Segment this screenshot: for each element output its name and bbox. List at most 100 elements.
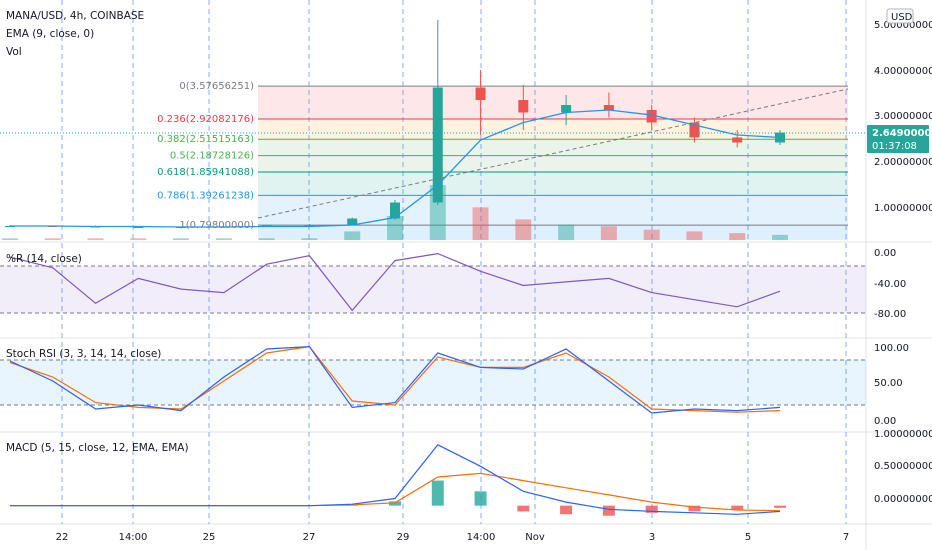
fib-level-label: 0.236(2.92082176) — [157, 114, 254, 125]
currency-button[interactable] — [886, 8, 914, 24]
volume-bar — [686, 231, 703, 240]
candle-body — [432, 87, 443, 203]
time-tick-label: 25 — [203, 532, 216, 543]
volume-bar — [258, 238, 275, 240]
volume-bar — [344, 231, 361, 240]
volume-bar — [87, 238, 104, 240]
volume-bar — [2, 238, 18, 240]
fib-level-label: 0.382(2.51515163) — [157, 134, 254, 145]
candle-body — [133, 227, 144, 228]
volume-bar — [772, 234, 788, 240]
macd-histogram-bar — [731, 505, 744, 510]
macd-histogram-bar — [389, 501, 401, 506]
ema-legend[interactable]: EMA (9, close, 0) — [6, 28, 94, 40]
volume-bar — [515, 219, 532, 240]
bar-countdown: 01:37:08 — [872, 141, 917, 152]
fib-level-label: 0(3.57656251) — [179, 81, 254, 92]
currency-label: USD — [891, 12, 913, 23]
fib-zone — [258, 86, 848, 119]
candle-body — [390, 202, 400, 219]
volume-bar — [472, 207, 489, 240]
last-price-badge — [867, 125, 929, 153]
time-tick-label: 29 — [397, 532, 410, 543]
stoch-tick: 100.00 — [874, 343, 909, 354]
fib-zone — [258, 172, 848, 196]
stoch-legend[interactable]: Stoch RSI (3, 3, 14, 14, close) — [6, 348, 161, 360]
macd-line — [10, 444, 781, 515]
macd-histogram-bar — [474, 491, 487, 506]
wr-tick: 0.00 — [874, 248, 896, 259]
volume-bar — [387, 215, 403, 240]
macd-histogram — [346, 480, 786, 516]
time-tick-label: 3 — [649, 532, 655, 543]
fib-zone — [258, 225, 848, 240]
volume-bar — [558, 224, 575, 240]
stoch-band — [0, 360, 866, 405]
time-tick-label: 7 — [843, 532, 849, 543]
fib-level-label: 0.786(1.39261238) — [157, 190, 254, 201]
time-axis[interactable]: 22 14:00 25 27 29 14:00 Nov 3 5 7 — [56, 532, 850, 543]
vertical-gridlines — [61, 0, 847, 524]
time-tick-label: 14:00 — [467, 532, 496, 543]
stoch-d-line — [9, 345, 781, 413]
price-tick: 4.00000000 — [874, 66, 932, 77]
price-tick: 1.00000000 — [874, 203, 932, 214]
volume-bar — [44, 238, 61, 240]
fibonacci-retracement[interactable] — [258, 85, 848, 240]
macd-histogram-bar — [645, 505, 658, 513]
candle-body — [347, 218, 358, 225]
fib-trend-line[interactable] — [257, 88, 849, 219]
wr-legend[interactable]: %R (14, close) — [6, 253, 82, 265]
time-tick-label: 27 — [303, 532, 316, 543]
candle-body — [475, 87, 486, 100]
candle-body — [732, 137, 743, 143]
volume-bar — [173, 238, 190, 240]
wr-line — [9, 252, 781, 312]
ema-line — [10, 109, 781, 228]
candle-body — [561, 105, 572, 113]
fib-level-label: 0.5(2.18728126) — [170, 151, 254, 162]
volume-legend[interactable]: Vol — [6, 46, 22, 58]
macd-histogram-bar — [774, 505, 786, 508]
candle-body — [646, 110, 657, 123]
symbol-legend[interactable]: MANA/USD, 4h, COINBASE — [6, 10, 144, 22]
time-tick-label: 5 — [745, 532, 751, 543]
stoch-k-line — [9, 345, 781, 414]
macd-histogram-bar — [431, 480, 444, 506]
wr-band — [0, 266, 866, 313]
volume-bar — [729, 233, 746, 240]
wr-tick: -80.00 — [874, 309, 906, 320]
candle-body — [689, 122, 700, 138]
stoch-tick: 0.00 — [874, 416, 896, 427]
wr-tick: -40.00 — [874, 279, 906, 290]
candle-body — [603, 105, 614, 110]
volume-bar — [215, 238, 232, 240]
fib-zone — [258, 195, 848, 226]
stoch-tick: 50.00 — [874, 378, 903, 389]
volume-bar — [301, 238, 318, 240]
fib-zone — [258, 139, 848, 156]
fib-level-label: 0.618(1.85941088) — [157, 167, 254, 178]
macd-legend[interactable]: MACD (5, 15, close, 12, EMA, EMA) — [6, 442, 189, 454]
macd-histogram-bar — [560, 505, 573, 515]
macd-histogram-bar — [602, 505, 615, 516]
fib-level-label: 1(0.79800000) — [179, 220, 254, 231]
volume-bar — [130, 238, 147, 240]
time-tick-label: Nov — [525, 532, 545, 543]
macd-histogram-bar — [517, 505, 530, 512]
time-tick-label: 22 — [56, 532, 69, 543]
price-tick: 3.00000000 — [874, 111, 932, 122]
macd-histogram-bar — [688, 505, 701, 512]
time-tick-label: 14:00 — [119, 532, 148, 543]
volume-bar — [643, 229, 660, 240]
fib-zone — [258, 155, 848, 173]
candle-body — [304, 225, 315, 226]
fib-zone — [258, 118, 848, 140]
macd-tick: 0.50000000 — [874, 461, 932, 472]
price-tick: 5.00000000 — [874, 20, 932, 31]
macd-tick: 1.00000000 — [874, 429, 932, 440]
last-price-value: 2.64900000 — [872, 128, 932, 139]
price-tick: 2.00000000 — [874, 157, 932, 168]
candle-body — [518, 100, 529, 113]
